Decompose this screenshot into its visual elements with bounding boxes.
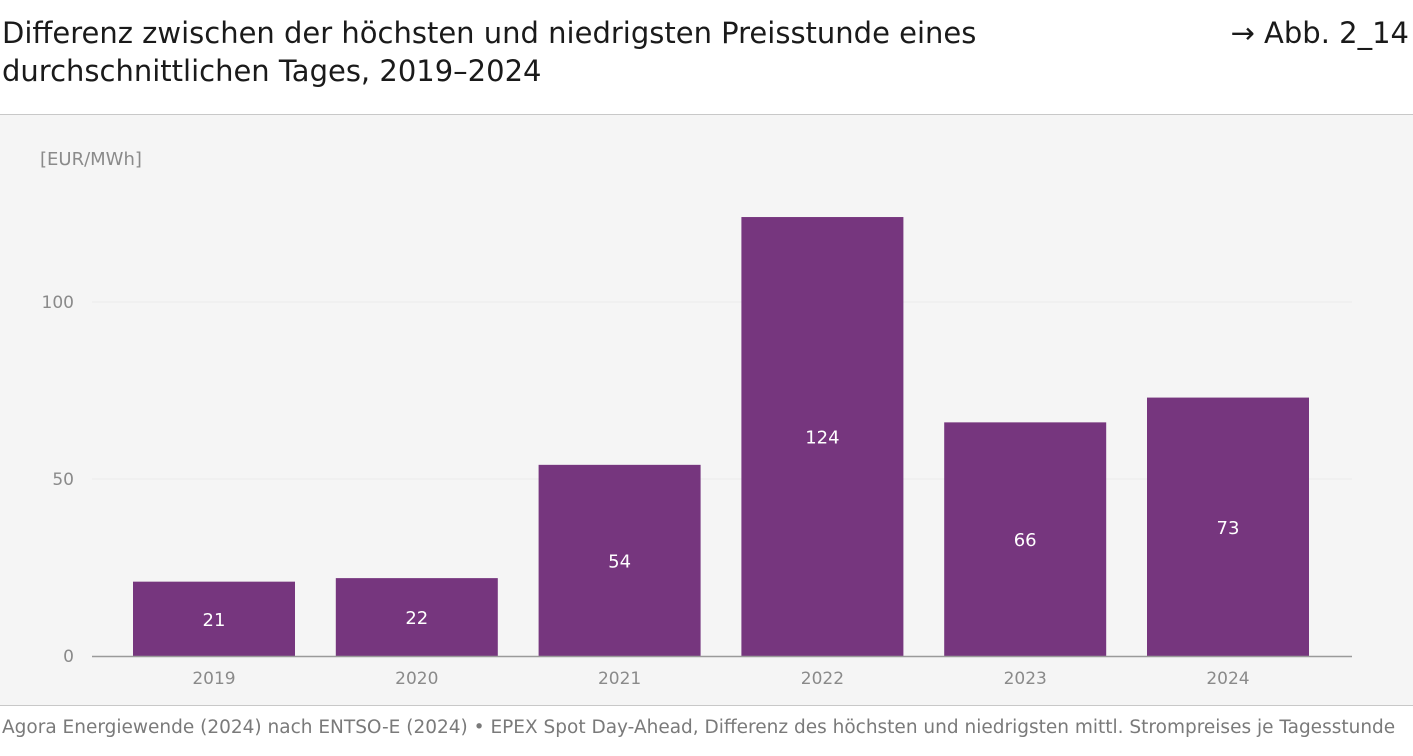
bar-2020 bbox=[335, 578, 498, 656]
bar-2023 bbox=[944, 422, 1107, 656]
gridlines bbox=[92, 301, 1352, 480]
y-tick-label: 0 bbox=[63, 647, 74, 667]
y-axis-unit: [EUR/MWh] bbox=[40, 149, 142, 170]
x-tick-label: 2019 bbox=[192, 669, 235, 689]
chart-title: Differenz zwischen der höchsten und nied… bbox=[2, 16, 977, 88]
bottom-divider bbox=[0, 705, 1413, 706]
bar-2024 bbox=[1147, 397, 1309, 656]
x-tick-label: 2022 bbox=[801, 669, 844, 689]
bars: 21 22 54 124 66 73 bbox=[133, 217, 1309, 657]
bar-2019 bbox=[133, 581, 295, 656]
bar-value-label: 22 bbox=[405, 608, 428, 629]
bar-2022 bbox=[741, 217, 904, 657]
bar-2021 bbox=[538, 464, 701, 656]
y-tick-label: 50 bbox=[52, 470, 74, 490]
bar-value-label: 21 bbox=[203, 610, 226, 631]
source-note: Agora Energiewende (2024) nach ENTSO-E (… bbox=[2, 717, 1396, 738]
y-tick-label: 100 bbox=[42, 293, 74, 313]
bar-value-label: 124 bbox=[805, 428, 839, 449]
bar-value-label: 66 bbox=[1014, 530, 1037, 551]
figure-reference: → Abb. 2_14 bbox=[1230, 16, 1409, 50]
x-tick-label: 2023 bbox=[1004, 669, 1047, 689]
y-tick-labels: 0 50 100 bbox=[42, 293, 74, 667]
x-tick-labels: 2019 2020 2021 2022 2023 2024 bbox=[192, 669, 1249, 689]
x-tick-label: 2021 bbox=[598, 669, 641, 689]
bar-value-label: 73 bbox=[1217, 518, 1240, 539]
bar-value-label: 54 bbox=[608, 551, 631, 572]
x-tick-label: 2024 bbox=[1206, 669, 1249, 689]
x-tick-label: 2020 bbox=[395, 669, 438, 689]
top-divider bbox=[0, 114, 1413, 115]
